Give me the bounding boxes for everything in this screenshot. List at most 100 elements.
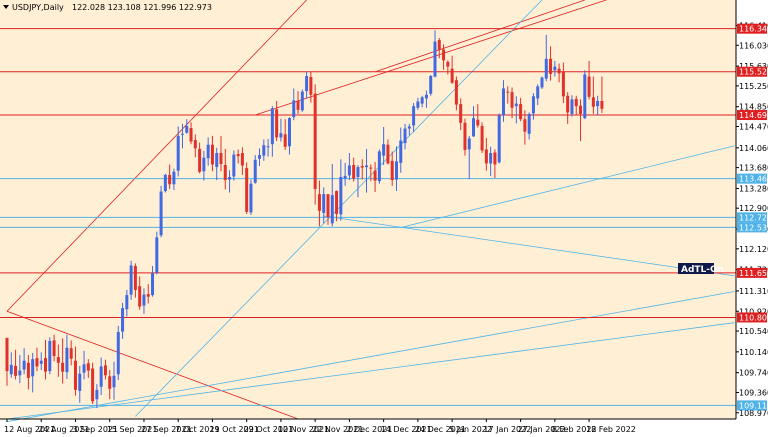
candle-body	[356, 167, 360, 177]
candle-body	[390, 160, 394, 181]
level-label: 112.724	[739, 213, 768, 222]
candle-body	[5, 337, 9, 372]
price-tick-label: 112.120	[739, 245, 768, 254]
candle-body	[506, 91, 510, 93]
candle-body	[557, 68, 561, 74]
candle-body	[459, 104, 463, 123]
candle-body	[497, 115, 501, 163]
level-label-bg	[737, 66, 767, 77]
candle-body	[591, 97, 595, 107]
candle-body	[82, 364, 86, 373]
candle-body	[514, 103, 518, 107]
candle-body	[266, 146, 270, 148]
candle-body	[553, 66, 557, 71]
candle-body	[240, 153, 244, 166]
level-label: 116.349	[739, 25, 768, 34]
candle-body	[583, 74, 587, 119]
time-tick-label: 22 Nov 2021	[312, 425, 363, 434]
candle-body	[480, 125, 484, 151]
candle-body	[527, 113, 531, 134]
candle-body	[600, 100, 604, 109]
plot-area[interactable]	[0, 0, 736, 419]
candle-body	[232, 154, 236, 177]
level-label: 110.801	[739, 313, 768, 322]
time-tick-label: 12 Aug 2021	[4, 425, 55, 434]
time-tick-label: 17 Jan 2022	[483, 425, 531, 434]
price-tick-label: 109.360	[739, 388, 768, 397]
price-tick-label: 116.030	[739, 41, 768, 50]
triangle-down-icon[interactable]	[3, 5, 9, 9]
candle-body	[476, 119, 480, 126]
candle-body	[292, 100, 296, 118]
annotation-adtl[interactable]: AdTL-On	[678, 263, 724, 275]
candle-body	[172, 171, 176, 185]
price-axis[interactable]: 116.410116.030115.630115.250114.850114.4…	[735, 0, 768, 419]
candle-body	[544, 58, 548, 79]
price-tick-label: 114.850	[739, 103, 768, 112]
candle-body	[168, 174, 172, 185]
time-tick-label: 27 Sep 2021	[141, 425, 192, 434]
level-label: 115.522	[739, 68, 768, 77]
candle-body	[202, 157, 206, 172]
candle-body	[531, 96, 535, 114]
candle-body	[403, 128, 407, 144]
candle-body	[305, 75, 309, 92]
level-label-bg	[737, 173, 767, 184]
candle-body	[322, 194, 326, 213]
level-label-bg	[737, 312, 767, 323]
candle-body	[399, 140, 403, 163]
candle-body	[9, 364, 13, 375]
price-tick-label: 113.280	[739, 184, 768, 193]
candle-body	[22, 360, 26, 370]
candle-body	[48, 340, 52, 372]
candle-body	[112, 375, 116, 388]
candle-body	[326, 194, 330, 218]
candle-body	[484, 149, 488, 164]
price-tick-label: 108.970	[739, 409, 768, 418]
candle-body	[189, 128, 193, 142]
candle-body	[78, 373, 82, 391]
price-tick-label: 111.310	[739, 287, 768, 296]
candle-body	[69, 348, 73, 359]
candle-body	[365, 165, 369, 168]
candle-body	[279, 133, 283, 138]
level-label-bg	[737, 212, 767, 223]
candle-body	[155, 237, 159, 273]
candle-body	[433, 41, 437, 77]
candle-body	[193, 140, 197, 149]
candle-body	[549, 58, 553, 74]
candle-body	[519, 104, 523, 120]
candle-body	[454, 80, 458, 105]
candle-body	[347, 165, 351, 176]
candle-body	[343, 175, 347, 179]
candle-body	[138, 286, 142, 307]
trendline	[135, 0, 543, 417]
candle-body	[596, 100, 600, 107]
candle-body	[386, 144, 390, 164]
candle-body	[416, 101, 420, 108]
time-tick-label: 3 Sep 2021	[72, 425, 118, 434]
candle-body	[429, 75, 433, 94]
candle-body	[61, 362, 65, 372]
price-tick-label: 112.900	[739, 204, 768, 213]
candle-body	[65, 347, 69, 373]
candle-body	[228, 176, 232, 180]
level-label-bg	[737, 400, 767, 411]
time-tick-label: 24 Dec 2021	[415, 425, 466, 434]
candle-body	[223, 164, 227, 181]
candle-body	[561, 71, 565, 97]
candle-body	[407, 126, 411, 129]
candle-body	[446, 61, 450, 67]
candle-body	[424, 94, 428, 99]
time-tick-label: 19 Oct 2021	[209, 425, 258, 434]
candle-body	[510, 92, 514, 108]
time-tick-label: 27 Jan 2022	[518, 425, 566, 434]
candle-body	[39, 360, 43, 364]
level-label-bg	[737, 267, 767, 278]
candle-body	[472, 118, 476, 137]
candle-body	[296, 100, 300, 110]
candle-body	[317, 194, 321, 211]
